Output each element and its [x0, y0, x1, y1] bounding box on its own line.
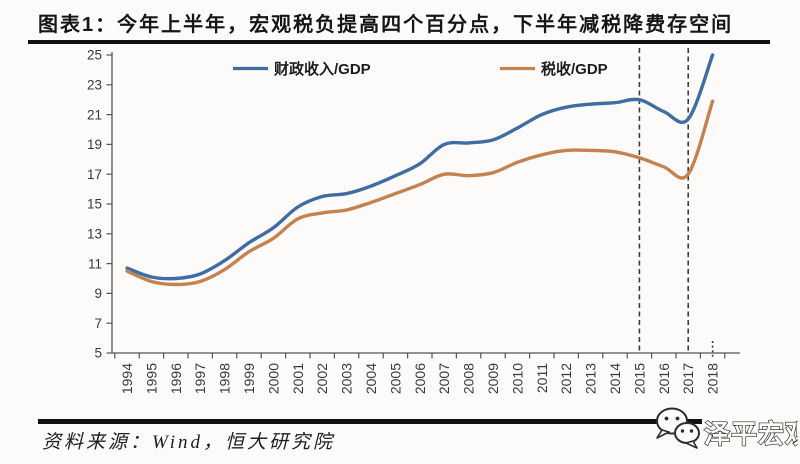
legend-label: 财政收入/GDP: [274, 60, 371, 78]
x-axis-label: 2010: [509, 363, 525, 394]
x-axis-label: 2004: [363, 363, 379, 394]
x-axis-label: 1994: [119, 363, 135, 394]
x-axis-label: 1999: [241, 363, 257, 394]
data-source-label: 资料来源：Wind，恒大研究院: [42, 432, 336, 453]
y-axis-label: 13: [87, 227, 102, 242]
x-axis-label: 2000: [265, 363, 281, 394]
y-axis-label: 9: [94, 286, 102, 301]
x-axis-label: 1996: [168, 363, 184, 394]
x-axis-label: 2011: [534, 363, 550, 393]
y-axis-label: 23: [87, 78, 102, 93]
y-axis-label: 5: [94, 346, 102, 361]
x-axis-label: 2012: [558, 363, 574, 394]
x-axis-label: 1997: [192, 363, 208, 394]
x-axis-label: 2014: [607, 363, 623, 394]
figure-title: 图表1：今年上半年，宏观税负提高四个百分点，下半年减税降费存空间: [38, 14, 734, 36]
tax-gdp-line: [125, 99, 715, 287]
x-axis-label: 1998: [217, 363, 233, 394]
x-axis-label: 2007: [436, 363, 452, 394]
y-axis-label: 15: [87, 197, 102, 212]
x-axis-label: 2015: [631, 363, 647, 394]
x-axis-label: 2001: [290, 363, 306, 394]
fiscal-revenue-gdp-line: [125, 53, 715, 281]
y-axis-label: 17: [87, 167, 102, 182]
legend-label: 税收/GDP: [541, 60, 608, 78]
zeping-macro-logo: 泽平宏观: [656, 407, 798, 450]
x-axis-label: 2006: [412, 363, 428, 394]
x-axis-label: 2018: [705, 363, 721, 394]
x-axis-label: 2016: [656, 363, 672, 394]
x-axis-label: 2017: [680, 363, 696, 394]
x-axis-label: 2002: [314, 363, 330, 394]
y-axis-label: 21: [87, 107, 102, 122]
y-axis-label: 7: [94, 316, 102, 331]
title-underline-bar: [28, 40, 770, 44]
footer-divider-bar: [38, 419, 702, 424]
y-axis-label: 19: [87, 137, 102, 152]
x-axis-label: 2009: [485, 363, 501, 394]
line-chart-canvas: 5 7 9 11 13 15 17 19 21 23 25 1994 1995 1996 1997 1998 1…: [87, 48, 740, 394]
x-axis-label: 2005: [387, 363, 403, 394]
x-axis-label: 2008: [461, 363, 477, 394]
y-axis-label: 25: [87, 48, 102, 63]
x-axis-label: 2003: [339, 363, 355, 394]
y-axis-label: 11: [88, 256, 102, 271]
logo-text: 泽平宏观: [704, 419, 798, 449]
wechat-bubbles-icon: [656, 407, 700, 449]
x-axis-label: 2013: [583, 363, 599, 394]
x-axis-label: 1995: [143, 363, 159, 394]
